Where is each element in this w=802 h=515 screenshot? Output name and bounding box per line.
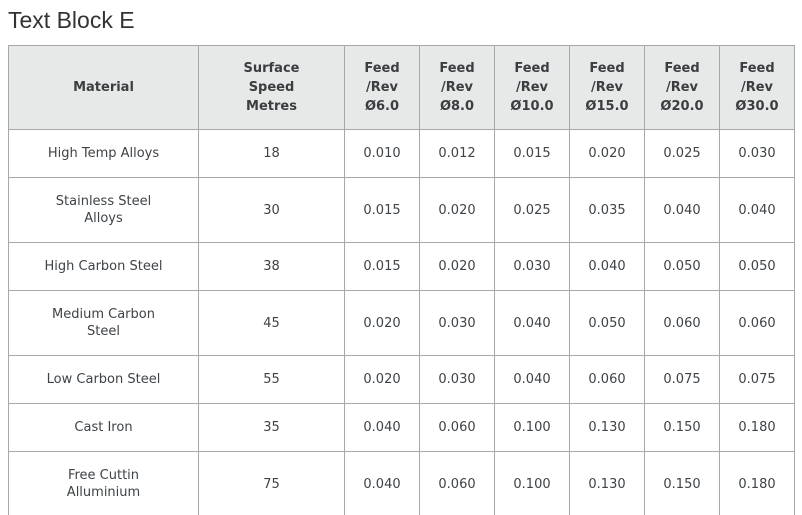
- material-cell: Cast Iron: [8, 403, 199, 452]
- feed-cell: 0.020: [419, 177, 495, 243]
- header-material: Material: [8, 45, 199, 130]
- feed-cell: 0.060: [644, 290, 720, 356]
- feed-cell: 0.035: [569, 177, 645, 243]
- table-header: Material Surface Speed Metres Feed /Rev …: [8, 45, 795, 130]
- feed-cell: 0.030: [419, 355, 495, 404]
- header-feed-rev-d30: Feed /Rev Ø30.0: [719, 45, 795, 130]
- feed-cell: 0.030: [494, 242, 570, 291]
- header-feed-rev-d20: Feed /Rev Ø20.0: [644, 45, 720, 130]
- header-surface-speed: Surface Speed Metres: [198, 45, 345, 130]
- feed-cell: 0.040: [344, 451, 420, 515]
- feed-cell: 0.015: [344, 177, 420, 243]
- feed-cell: 0.025: [494, 177, 570, 243]
- feed-cell: 0.015: [344, 242, 420, 291]
- feed-cell: 0.040: [719, 177, 795, 243]
- feed-cell: 0.130: [569, 403, 645, 452]
- feed-cell: 0.100: [494, 403, 570, 452]
- table-body: High Temp Alloys 18 0.010 0.012 0.015 0.…: [8, 129, 795, 515]
- surface-speed-cell: 18: [198, 129, 345, 178]
- table-row: High Carbon Steel 38 0.015 0.020 0.030 0…: [8, 242, 795, 291]
- surface-speed-cell: 45: [198, 290, 345, 356]
- feed-cell: 0.020: [344, 290, 420, 356]
- table-row: High Temp Alloys 18 0.010 0.012 0.015 0.…: [8, 129, 795, 178]
- material-cell: Low Carbon Steel: [8, 355, 199, 404]
- surface-speed-cell: 30: [198, 177, 345, 243]
- material-cell: Medium Carbon Steel: [8, 290, 199, 356]
- feed-cell: 0.075: [719, 355, 795, 404]
- material-cell: Stainless Steel Alloys: [8, 177, 199, 243]
- feed-cell: 0.040: [494, 355, 570, 404]
- feed-cell: 0.020: [569, 129, 645, 178]
- feed-cell: 0.015: [494, 129, 570, 178]
- feed-cell: 0.150: [644, 451, 720, 515]
- table-row: Free Cuttin Alluminium 75 0.040 0.060 0.…: [8, 451, 795, 515]
- header-row: Material Surface Speed Metres Feed /Rev …: [8, 45, 795, 130]
- material-cell: Free Cuttin Alluminium: [8, 451, 199, 515]
- header-feed-rev-d15: Feed /Rev Ø15.0: [569, 45, 645, 130]
- feed-cell: 0.060: [719, 290, 795, 356]
- page-title: Text Block E: [8, 7, 135, 33]
- table-row: Cast Iron 35 0.040 0.060 0.100 0.130 0.1…: [8, 403, 795, 452]
- feed-cell: 0.180: [719, 451, 795, 515]
- feed-cell: 0.010: [344, 129, 420, 178]
- material-cell: High Temp Alloys: [8, 129, 199, 178]
- feed-cell: 0.060: [419, 451, 495, 515]
- feed-cell: 0.180: [719, 403, 795, 452]
- feed-cell: 0.040: [344, 403, 420, 452]
- table-row: Medium Carbon Steel 45 0.020 0.030 0.040…: [8, 290, 795, 356]
- header-feed-rev-d6: Feed /Rev Ø6.0: [344, 45, 420, 130]
- surface-speed-cell: 38: [198, 242, 345, 291]
- feed-cell: 0.050: [569, 290, 645, 356]
- feed-cell: 0.060: [569, 355, 645, 404]
- header-feed-rev-d8: Feed /Rev Ø8.0: [419, 45, 495, 130]
- feed-cell: 0.150: [644, 403, 720, 452]
- table-row: Low Carbon Steel 55 0.020 0.030 0.040 0.…: [8, 355, 795, 404]
- feed-cell: 0.040: [494, 290, 570, 356]
- feed-cell: 0.020: [344, 355, 420, 404]
- feed-cell: 0.130: [569, 451, 645, 515]
- feed-cell: 0.025: [644, 129, 720, 178]
- feed-cell: 0.030: [719, 129, 795, 178]
- feed-cell: 0.020: [419, 242, 495, 291]
- header-feed-rev-d10: Feed /Rev Ø10.0: [494, 45, 570, 130]
- feed-cell: 0.060: [419, 403, 495, 452]
- surface-speed-cell: 55: [198, 355, 345, 404]
- feed-rate-table: Material Surface Speed Metres Feed /Rev …: [8, 45, 795, 515]
- surface-speed-cell: 75: [198, 451, 345, 515]
- table-row: Stainless Steel Alloys 30 0.015 0.020 0.…: [8, 177, 795, 243]
- surface-speed-cell: 35: [198, 403, 345, 452]
- feed-cell: 0.100: [494, 451, 570, 515]
- feed-cell: 0.050: [719, 242, 795, 291]
- feed-cell: 0.075: [644, 355, 720, 404]
- material-cell: High Carbon Steel: [8, 242, 199, 291]
- feed-cell: 0.050: [644, 242, 720, 291]
- feed-cell: 0.040: [569, 242, 645, 291]
- feed-cell: 0.012: [419, 129, 495, 178]
- feed-cell: 0.040: [644, 177, 720, 243]
- feed-cell: 0.030: [419, 290, 495, 356]
